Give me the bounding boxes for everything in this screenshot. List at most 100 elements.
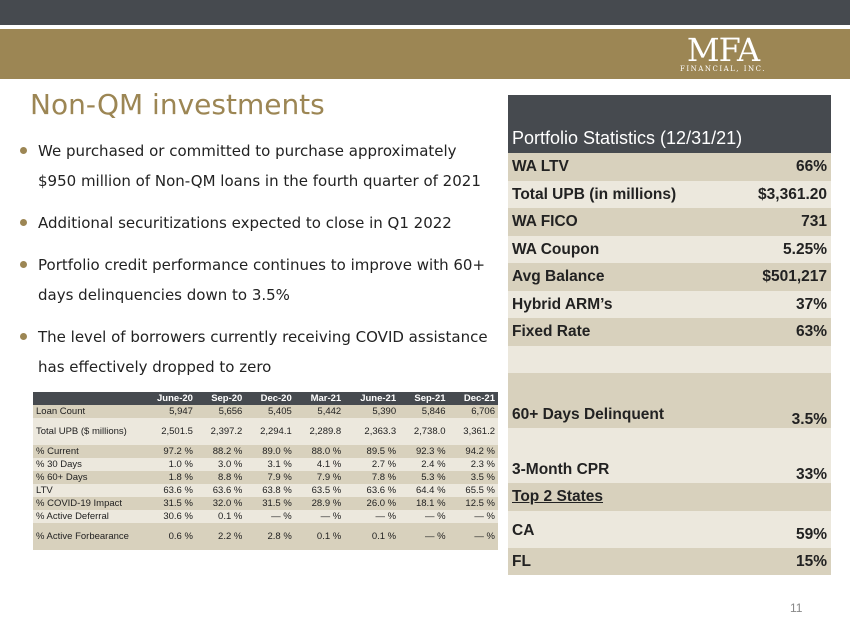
row-label: % Current <box>33 445 141 458</box>
stat-label: Fixed Rate <box>512 323 591 340</box>
row-label: LTV <box>33 484 141 497</box>
table-cell: 65.5 % <box>448 484 498 497</box>
table-cell: 88.0 % <box>294 445 345 458</box>
bullet-text: We purchased or committed to purchase ap… <box>38 142 481 190</box>
table-cell: 89.5 % <box>344 445 400 458</box>
table-cell: — % <box>448 510 498 523</box>
bullet-dot-icon <box>20 261 27 268</box>
table-cell: 2,738.0 <box>399 418 449 445</box>
table-cell: 89.0 % <box>245 445 295 458</box>
row-label: % COVID-19 Impact <box>33 497 141 510</box>
row-label: % 60+ Days <box>33 471 141 484</box>
row-label: Loan Count <box>33 405 141 418</box>
table-cell: 2,294.1 <box>245 418 295 445</box>
table-row: % 30 Days 1.0 % 3.0 % 3.1 % 4.1 % 2.7 % … <box>33 458 498 471</box>
table-cell: 1.8 % <box>141 471 196 484</box>
table-cell: 2.4 % <box>399 458 449 471</box>
table-cell: — % <box>399 510 449 523</box>
table-cell: 63.6 % <box>195 484 246 497</box>
column-header <box>33 392 141 405</box>
table-cell: 32.0 % <box>195 497 246 510</box>
table-cell: 0.1 % <box>344 523 400 550</box>
table-cell: 2,397.2 <box>195 418 246 445</box>
bullet-text: Portfolio credit performance continues t… <box>38 256 486 304</box>
quarterly-performance-table: June-20 Sep-20 Dec-20 Mar-21 June-21 Sep… <box>33 392 498 550</box>
stat-label: Hybrid ARM’s <box>512 295 613 313</box>
table-cell: 94.2 % <box>448 445 498 458</box>
bullet-item: We purchased or committed to purchase ap… <box>20 136 498 196</box>
stat-label: WA LTV <box>512 158 569 175</box>
table-cell: 7.8 % <box>344 471 400 484</box>
column-header: Sep-21 <box>399 392 449 405</box>
stat-row-fl: FL 15% <box>508 547 831 575</box>
table-row: Total UPB ($ millions) 2,501.5 2,397.2 2… <box>33 418 498 445</box>
stat-label: CA <box>512 521 535 539</box>
stat-row-spacer <box>508 345 831 373</box>
table-cell: 0.1 % <box>195 510 246 523</box>
row-label: % 30 Days <box>33 458 141 471</box>
table-cell: 26.0 % <box>344 497 400 510</box>
table-row: LTV 63.6 % 63.6 % 63.8 % 63.5 % 63.6 % 6… <box>33 484 498 497</box>
table-cell: — % <box>399 523 449 550</box>
stat-value: 731 <box>801 213 827 230</box>
stat-label: Avg Balance <box>512 268 605 285</box>
stat-row-avg-balance: Avg Balance $501,217 <box>508 263 831 291</box>
bullet-dot-icon <box>20 147 27 154</box>
top-bar <box>0 0 850 25</box>
table-cell: 92.3 % <box>399 445 449 458</box>
table-cell: 7.9 % <box>245 471 295 484</box>
slide-title: Non-QM investments <box>30 88 325 121</box>
stat-value: 66% <box>795 158 827 175</box>
stat-row-top-2-states: Top 2 States <box>508 483 831 511</box>
stat-value: 63% <box>795 323 827 340</box>
column-header: Sep-20 <box>195 392 246 405</box>
stat-value: $501,217 <box>762 268 827 285</box>
table-row: % 60+ Days 1.8 % 8.8 % 7.9 % 7.9 % 7.8 %… <box>33 471 498 484</box>
stat-value: 33% <box>795 466 827 483</box>
column-header: Dec-20 <box>245 392 295 405</box>
stat-label: WA Coupon <box>512 240 600 258</box>
stat-row-wa-ltv: WA LTV 66% <box>508 153 831 181</box>
table-cell: 2,363.3 <box>344 418 400 445</box>
bullet-item: The level of borrowers currently receivi… <box>20 322 498 382</box>
column-header: Mar-21 <box>294 392 345 405</box>
table-cell: 2,289.8 <box>294 418 345 445</box>
table-row: % COVID-19 Impact 31.5 % 32.0 % 31.5 % 2… <box>33 497 498 510</box>
stat-value: $3,361.20 <box>758 185 827 203</box>
table-cell: 64.4 % <box>399 484 449 497</box>
bullet-dot-icon <box>20 219 27 226</box>
bullet-item: Portfolio credit performance continues t… <box>20 250 498 310</box>
stat-row-3-month-cpr: 3-Month CPR 33% <box>508 428 831 483</box>
bullet-list: We purchased or committed to purchase ap… <box>20 136 498 394</box>
table-cell: 1.0 % <box>141 458 196 471</box>
row-label: Total UPB ($ millions) <box>33 418 141 445</box>
stat-value: 3.5% <box>791 411 827 428</box>
table-cell: 3.1 % <box>245 458 295 471</box>
table-cell: 63.6 % <box>141 484 196 497</box>
table-cell: 8.8 % <box>195 471 246 484</box>
table-cell: 4.1 % <box>294 458 345 471</box>
logo-main-text: MFA <box>686 31 760 69</box>
table-cell: 5,947 <box>141 405 196 418</box>
column-header: June-20 <box>141 392 196 405</box>
stat-value: 5.25% <box>783 240 827 258</box>
table-cell: — % <box>245 510 295 523</box>
table-cell: 63.5 % <box>294 484 345 497</box>
stat-row-total-upb: Total UPB (in millions) $3,361.20 <box>508 180 831 208</box>
table-cell: 97.2 % <box>141 445 196 458</box>
table-cell: 0.6 % <box>141 523 196 550</box>
header-band <box>0 29 850 79</box>
table-cell: 7.9 % <box>294 471 345 484</box>
portfolio-statistics-title: Portfolio Statistics (12/31/21) <box>508 95 831 153</box>
stat-value: 37% <box>795 295 827 313</box>
stat-row-ca: CA 59% <box>508 510 831 548</box>
table-cell: 88.2 % <box>195 445 246 458</box>
table-cell: 2,501.5 <box>141 418 196 445</box>
table-cell: 3.0 % <box>195 458 246 471</box>
table-row: Loan Count 5,947 5,656 5,405 5,442 5,390… <box>33 405 498 418</box>
stat-label: Top 2 States <box>512 488 604 505</box>
stat-row-wa-fico: WA FICO 731 <box>508 208 831 236</box>
stat-value: 15% <box>795 552 827 570</box>
table-cell: 2.3 % <box>448 458 498 471</box>
stat-row-hybrid-arms: Hybrid ARM’s 37% <box>508 290 831 318</box>
